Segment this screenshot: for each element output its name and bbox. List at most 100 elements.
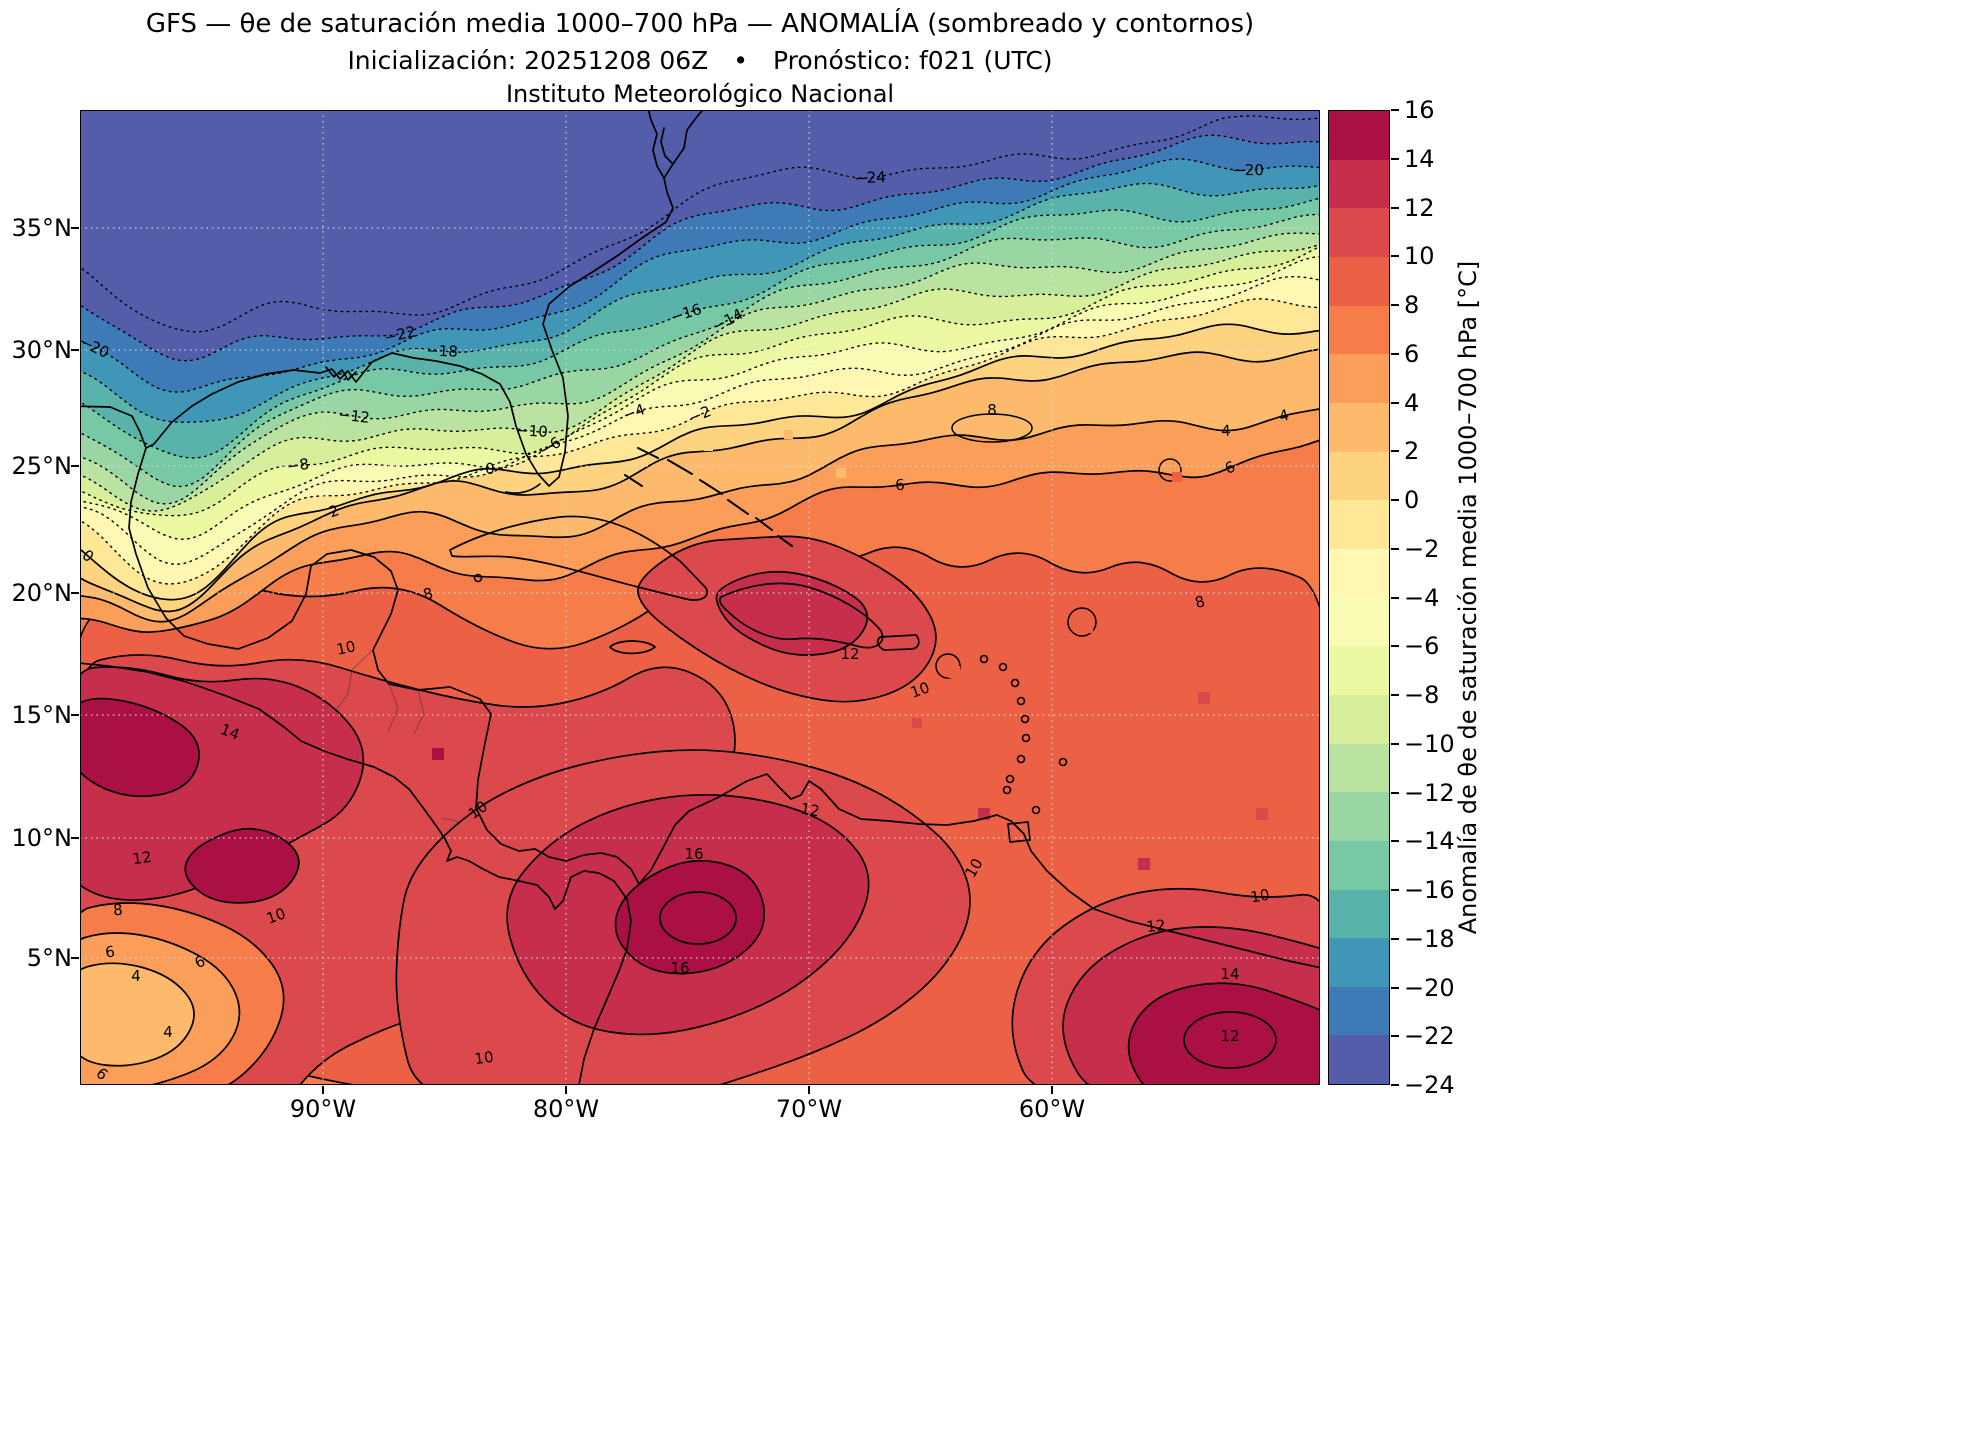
colorbar-tick-label: 16 <box>1404 96 1435 124</box>
contour-label: 12 <box>131 848 152 868</box>
colorbar-tick-mark <box>1391 450 1399 453</box>
colorbar-band <box>1329 159 1389 209</box>
contour-label: 4 <box>1277 406 1291 426</box>
colorbar-tick-label: 6 <box>1404 339 1420 368</box>
contour-label: −8 <box>286 455 310 476</box>
colorbar-band <box>1329 111 1389 160</box>
coastline <box>80 110 704 487</box>
coastline <box>128 447 1320 969</box>
colorbar-tick-label: −6 <box>1404 632 1440 661</box>
island-coastline <box>719 582 884 649</box>
contour-label: 4 <box>163 1023 173 1041</box>
colorbar-band <box>1329 889 1389 939</box>
contour-line--14 <box>80 213 1320 488</box>
contour-ring-16 <box>659 891 737 945</box>
colorbar-tick-mark <box>1391 304 1399 306</box>
shading-speck <box>1138 858 1150 870</box>
shading-speck <box>1240 650 1250 660</box>
colorbar-tick-label: −22 <box>1404 1022 1455 1051</box>
contour-label: 10 <box>908 678 932 701</box>
map-plot-area: −20 −24 −20 −22 −18 −16 −14 −12 −10 −8 −6 −4 −2 0 0 2 4 4… <box>80 110 1320 1085</box>
contour-line--6 <box>80 256 1320 540</box>
contour-label: −12 <box>337 405 370 426</box>
contour-label: 8 <box>112 901 123 920</box>
colorbar-tick-mark <box>1391 401 1399 404</box>
contour-spot <box>1067 607 1097 637</box>
contour-label: 12 <box>799 799 821 820</box>
colorbar-tick-label: 8 <box>1404 291 1420 319</box>
colorbar-band <box>1329 597 1389 647</box>
colorbar-band <box>1329 694 1389 744</box>
shading-speck <box>948 666 960 678</box>
shading-band--24 <box>80 110 1320 332</box>
island-antilles <box>979 654 989 664</box>
shading-speck <box>784 430 793 439</box>
map-layers: −20−24 −20−22−18−16 −14−12−10−8−6−4 −200244… <box>80 110 1320 1085</box>
contour-line-0 <box>80 323 1320 601</box>
contour-label: 12 <box>1146 916 1167 936</box>
x-tick-mark <box>565 1086 567 1094</box>
y-tick-label: 30°N <box>11 336 73 364</box>
contour-label: 4 <box>131 967 141 985</box>
colorbar-band <box>1329 208 1389 257</box>
colorbar-axis-label: Anomalía de θe de saturación media 1000–… <box>1454 260 1482 935</box>
y-tick-mark <box>71 714 79 716</box>
shading-hole-2-4 <box>80 962 195 1067</box>
shading-speck <box>1082 622 1093 633</box>
shading-speck <box>704 442 713 451</box>
y-tick-label: 10°N <box>11 824 73 852</box>
coastline <box>505 483 541 494</box>
colorbar-band <box>1329 1035 1389 1085</box>
colorbar-tick-label: 14 <box>1404 144 1435 173</box>
contour-label: 0 <box>485 460 495 478</box>
island-antilles <box>1010 678 1020 688</box>
contour-line-4 <box>80 407 1320 623</box>
colorbar-tick-mark <box>1391 645 1399 648</box>
country-border <box>335 649 477 823</box>
island-bahamas <box>624 447 793 547</box>
coastline <box>325 366 357 381</box>
colorbar-tick-label: −14 <box>1404 827 1455 856</box>
colorbar-tick-label: −8 <box>1404 681 1440 709</box>
contour-spot <box>1158 458 1182 482</box>
contour-label: 10 <box>264 904 288 927</box>
title-line-1: GFS — θe de saturación media 1000–700 hP… <box>145 9 1255 39</box>
colorbar-tick-mark <box>1391 889 1399 891</box>
island-antilles <box>1016 696 1026 706</box>
colorbar-tick-label: 10 <box>1404 242 1435 271</box>
colorbar-tick-label: −4 <box>1404 583 1440 612</box>
colorbar-tick-label: −16 <box>1404 876 1455 904</box>
contour-label: 16 <box>684 845 703 863</box>
contour-label: 12 <box>1220 1027 1239 1045</box>
contour-label: 6 <box>104 942 116 961</box>
contour-label: 8 <box>1193 592 1207 612</box>
contour-line--22 <box>80 134 1320 362</box>
island-coastline <box>449 515 708 601</box>
island-antilles <box>473 573 483 583</box>
colorbar-tick-label: −2 <box>1404 534 1440 563</box>
colorbar-band <box>1329 354 1389 403</box>
colorbar-tick-label: −10 <box>1404 729 1455 758</box>
island-antilles <box>1016 754 1026 764</box>
colorbar-tick-mark <box>1391 1035 1399 1038</box>
island-antilles <box>998 662 1008 672</box>
shading-speck <box>836 468 846 478</box>
contour-label: 10 <box>335 637 357 659</box>
colorbar-band <box>1329 792 1389 841</box>
colorbar-tick-mark <box>1391 352 1399 355</box>
colorbar-band <box>1329 402 1389 452</box>
colorbar-tick-label: −12 <box>1404 778 1455 807</box>
colorbar-tick-label: 0 <box>1404 486 1420 514</box>
island-antilles <box>1058 757 1068 767</box>
map-svg: −20−24 −20−22−18−16 −14−12−10−8−6−4 −200244… <box>80 110 1320 1085</box>
y-tick-label: 35°N <box>11 214 73 242</box>
x-tick-mark <box>322 1086 324 1094</box>
contour-line--20 <box>80 158 1320 393</box>
contour-label: 6 <box>894 476 905 495</box>
contour-label: 16 <box>670 959 689 977</box>
colorbar-tick-mark <box>1391 694 1399 696</box>
colorbar-tick-mark <box>1391 791 1399 794</box>
coastline <box>647 110 674 179</box>
shading-speck <box>912 718 922 728</box>
